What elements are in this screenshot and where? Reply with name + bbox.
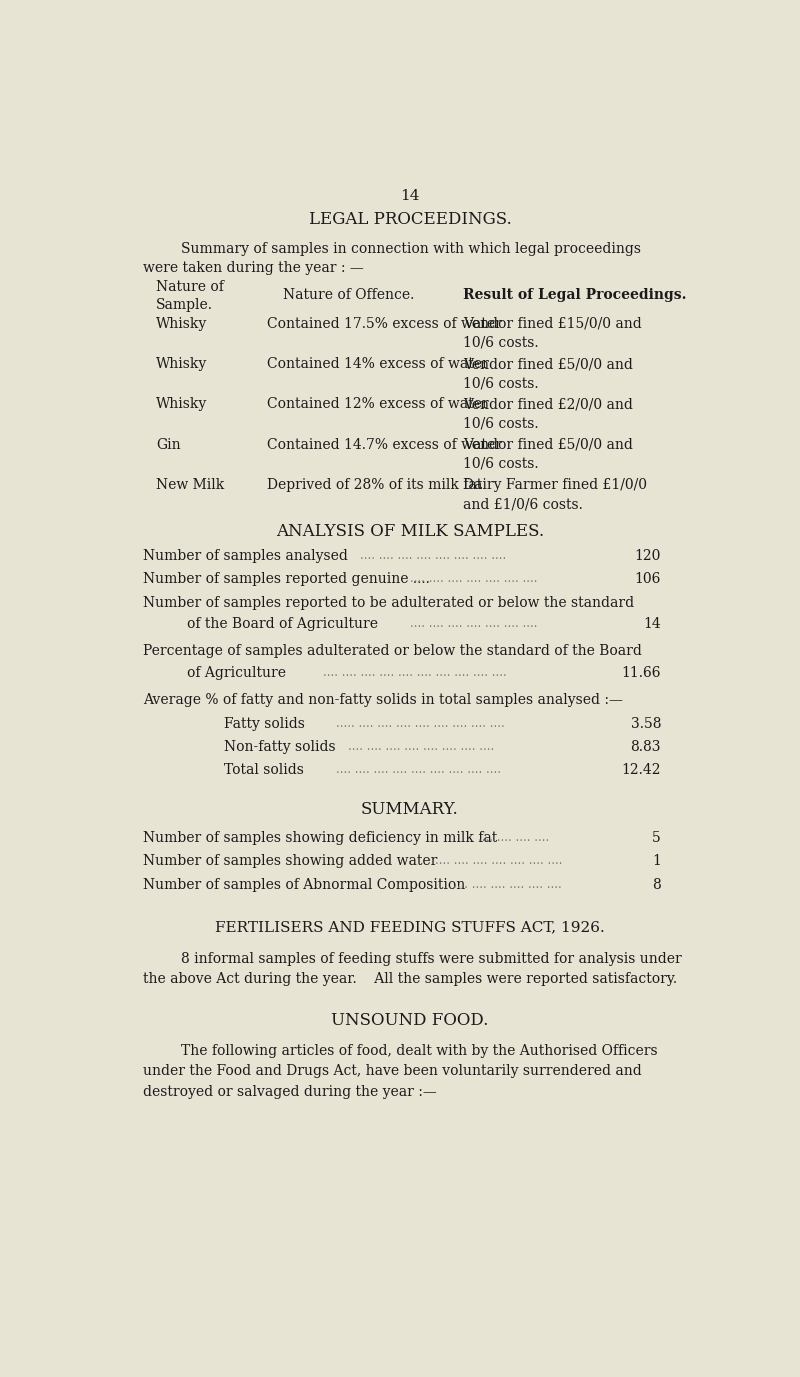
Text: Non-fatty solids: Non-fatty solids xyxy=(224,739,336,755)
Text: Number of samples analysed: Number of samples analysed xyxy=(143,549,348,563)
Text: were taken during the year : —: were taken during the year : — xyxy=(143,260,364,274)
Text: 8: 8 xyxy=(652,877,661,892)
Text: under the Food and Drugs Act, have been voluntarily surrendered and: under the Food and Drugs Act, have been … xyxy=(143,1064,642,1078)
Text: ANALYSIS OF MILK SAMPLES.: ANALYSIS OF MILK SAMPLES. xyxy=(276,522,544,540)
Text: Whisky: Whisky xyxy=(156,357,207,372)
Text: 106: 106 xyxy=(634,573,661,587)
Text: Number of samples reported to be adulterated or below the standard: Number of samples reported to be adulter… xyxy=(143,596,634,610)
Text: Whisky: Whisky xyxy=(156,398,207,412)
Text: .... .... .... .... .... ....: .... .... .... .... .... .... xyxy=(454,877,562,891)
Text: Whisky: Whisky xyxy=(156,317,207,330)
Text: .... .... .... .... .... .... .... ....: .... .... .... .... .... .... .... .... xyxy=(360,549,506,562)
Text: 8.83: 8.83 xyxy=(630,739,661,755)
Text: Gin: Gin xyxy=(156,438,181,452)
Text: Number of samples reported genuine ....: Number of samples reported genuine .... xyxy=(143,573,430,587)
Text: the above Act during the year.    All the samples were reported satisfactory.: the above Act during the year. All the s… xyxy=(143,972,678,986)
Text: of the Board of Agriculture: of the Board of Agriculture xyxy=(187,617,378,631)
Text: 10/6 costs.: 10/6 costs. xyxy=(462,376,538,390)
Text: Result of Legal Proceedings.: Result of Legal Proceedings. xyxy=(462,288,686,302)
Text: 120: 120 xyxy=(634,549,661,563)
Text: ..... .... .... .... .... .... .... .... ....: ..... .... .... .... .... .... .... ....… xyxy=(336,716,504,730)
Text: .... .... .... ....: .... .... .... .... xyxy=(478,832,550,844)
Text: Contained 12% excess of water: Contained 12% excess of water xyxy=(267,398,489,412)
Text: 10/6 costs.: 10/6 costs. xyxy=(462,416,538,431)
Text: FERTILISERS AND FEEDING STUFFS ACT, 1926.: FERTILISERS AND FEEDING STUFFS ACT, 1926… xyxy=(215,920,605,934)
Text: .... .... .... .... .... .... ....: .... .... .... .... .... .... .... xyxy=(435,855,562,868)
Text: Contained 14.7% excess of water: Contained 14.7% excess of water xyxy=(267,438,502,452)
Text: Number of samples showing deficiency in milk fat: Number of samples showing deficiency in … xyxy=(143,832,498,845)
Text: Number of samples showing added water: Number of samples showing added water xyxy=(143,855,438,869)
Text: .... .... .... .... .... .... .... ....: .... .... .... .... .... .... .... .... xyxy=(348,739,494,753)
Text: Vendor fined £15/0/0 and: Vendor fined £15/0/0 and xyxy=(462,317,642,330)
Text: Total solids: Total solids xyxy=(224,763,304,777)
Text: 11.66: 11.66 xyxy=(622,665,661,680)
Text: Contained 17.5% excess of water: Contained 17.5% excess of water xyxy=(267,317,502,330)
Text: The following articles of food, dealt with by the Authorised Officers: The following articles of food, dealt wi… xyxy=(181,1044,658,1058)
Text: Summary of samples in connection with which legal proceedings: Summary of samples in connection with wh… xyxy=(181,241,641,256)
Text: 10/6 costs.: 10/6 costs. xyxy=(462,336,538,350)
Text: Contained 14% excess of water: Contained 14% excess of water xyxy=(267,357,489,372)
Text: and £1/0/6 costs.: and £1/0/6 costs. xyxy=(462,497,582,511)
Text: 14: 14 xyxy=(643,617,661,631)
Text: 3.58: 3.58 xyxy=(630,716,661,731)
Text: .... .... .... .... .... .... ....: .... .... .... .... .... .... .... xyxy=(410,617,538,629)
Text: 5: 5 xyxy=(652,832,661,845)
Text: 1: 1 xyxy=(652,855,661,869)
Text: New Milk: New Milk xyxy=(156,478,224,492)
Text: of Agriculture: of Agriculture xyxy=(187,665,286,680)
Text: 8 informal samples of feeding stuffs were submitted for analysis under: 8 informal samples of feeding stuffs wer… xyxy=(181,952,682,967)
Text: .... .... .... .... .... .... .... .... .... ....: .... .... .... .... .... .... .... .... … xyxy=(323,665,507,679)
Text: Fatty solids: Fatty solids xyxy=(224,716,305,731)
Text: Nature of: Nature of xyxy=(156,280,224,293)
Text: LEGAL PROCEEDINGS.: LEGAL PROCEEDINGS. xyxy=(309,211,511,227)
Text: Deprived of 28% of its milk fat: Deprived of 28% of its milk fat xyxy=(267,478,482,492)
Text: UNSOUND FOOD.: UNSOUND FOOD. xyxy=(331,1012,489,1030)
Text: destroyed or salvaged during the year :—: destroyed or salvaged during the year :— xyxy=(143,1085,437,1099)
Text: Percentage of samples adulterated or below the standard of the Board: Percentage of samples adulterated or bel… xyxy=(143,644,642,658)
Text: Sample.: Sample. xyxy=(156,297,213,311)
Text: Average % of fatty and non-fatty solids in total samples analysed :—: Average % of fatty and non-fatty solids … xyxy=(143,693,623,708)
Text: 10/6 costs.: 10/6 costs. xyxy=(462,457,538,471)
Text: Vendor fined £2/0/0 and: Vendor fined £2/0/0 and xyxy=(462,398,633,412)
Text: 14: 14 xyxy=(400,189,420,202)
Text: .... .... .... .... .... .... ....: .... .... .... .... .... .... .... xyxy=(410,573,538,585)
Text: 12.42: 12.42 xyxy=(622,763,661,777)
Text: Vendor fined £5/0/0 and: Vendor fined £5/0/0 and xyxy=(462,438,633,452)
Text: Nature of Offence.: Nature of Offence. xyxy=(283,288,414,302)
Text: Dairy Farmer fined £1/0/0: Dairy Farmer fined £1/0/0 xyxy=(462,478,646,492)
Text: SUMMARY.: SUMMARY. xyxy=(361,801,459,818)
Text: Number of samples of Abnormal Composition: Number of samples of Abnormal Compositio… xyxy=(143,877,466,892)
Text: Vendor fined £5/0/0 and: Vendor fined £5/0/0 and xyxy=(462,357,633,372)
Text: .... .... .... .... .... .... .... .... ....: .... .... .... .... .... .... .... .... … xyxy=(336,763,501,777)
